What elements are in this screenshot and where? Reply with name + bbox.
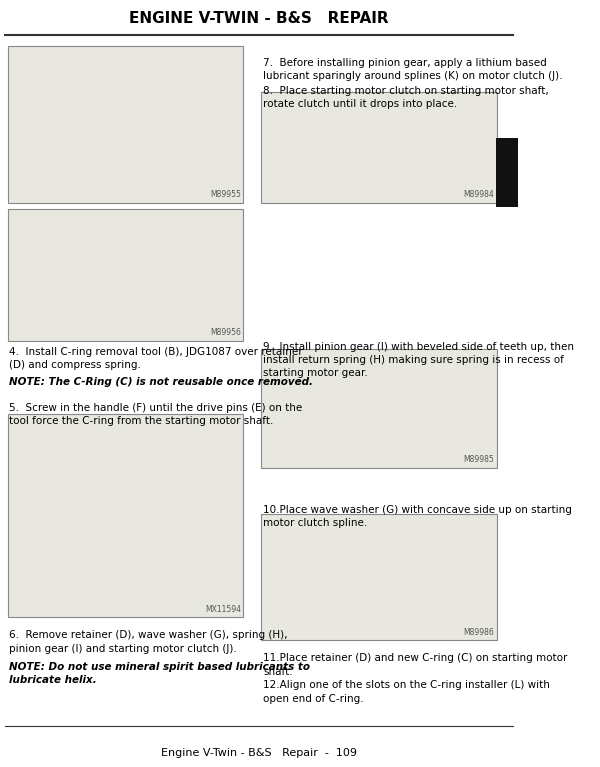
Text: NOTE: The C-Ring (C) is not reusable once removed.: NOTE: The C-Ring (C) is not reusable onc… xyxy=(10,377,313,387)
Text: 4.  Install C-ring removal tool (B), JDG1087 over retainer
(D) and compress spri: 4. Install C-ring removal tool (B), JDG1… xyxy=(10,347,303,370)
Text: NOTE: Do not use mineral spirit based lubricants to
lubricate helix.: NOTE: Do not use mineral spirit based lu… xyxy=(10,662,310,685)
Text: MX11594: MX11594 xyxy=(205,604,241,614)
FancyBboxPatch shape xyxy=(8,46,244,203)
Text: M89956: M89956 xyxy=(210,328,241,337)
FancyBboxPatch shape xyxy=(262,349,497,468)
Text: 12.Align one of the slots on the C-ring installer (L) with
open end of C-ring.: 12.Align one of the slots on the C-ring … xyxy=(263,680,550,703)
Text: ENGINE V-TWIN - B&S   REPAIR: ENGINE V-TWIN - B&S REPAIR xyxy=(129,11,389,26)
Text: 7.  Before installing pinion gear, apply a lithium based
lubricant sparingly aro: 7. Before installing pinion gear, apply … xyxy=(263,58,563,81)
FancyBboxPatch shape xyxy=(262,514,497,640)
Text: Engine V-Twin - B&S   Repair  -  109: Engine V-Twin - B&S Repair - 109 xyxy=(161,748,357,759)
Text: 9.  Install pinion gear (I) with beveled side of teeth up, then
install return s: 9. Install pinion gear (I) with beveled … xyxy=(263,342,574,378)
FancyBboxPatch shape xyxy=(262,92,497,203)
Text: 11.Place retainer (D) and new C-ring (C) on starting motor
shaft.: 11.Place retainer (D) and new C-ring (C)… xyxy=(263,653,568,676)
Text: M89984: M89984 xyxy=(464,190,494,199)
FancyBboxPatch shape xyxy=(8,209,244,341)
Text: 8.  Place starting motor clutch on starting motor shaft,
rotate clutch until it : 8. Place starting motor clutch on starti… xyxy=(263,86,549,109)
Text: M89986: M89986 xyxy=(464,627,494,637)
Text: 6.  Remove retainer (D), wave washer (G), spring (H),
pinion gear (I) and starti: 6. Remove retainer (D), wave washer (G),… xyxy=(10,630,288,653)
Text: 10.Place wave washer (G) with concave side up on starting
motor clutch spline.: 10.Place wave washer (G) with concave si… xyxy=(263,505,572,528)
FancyBboxPatch shape xyxy=(8,414,244,617)
Bar xyxy=(496,138,518,207)
Text: 5.  Screw in the handle (F) until the drive pins (E) on the
tool force the C-rin: 5. Screw in the handle (F) until the dri… xyxy=(10,403,302,426)
Text: M89955: M89955 xyxy=(210,190,241,199)
Text: M89985: M89985 xyxy=(464,455,494,464)
